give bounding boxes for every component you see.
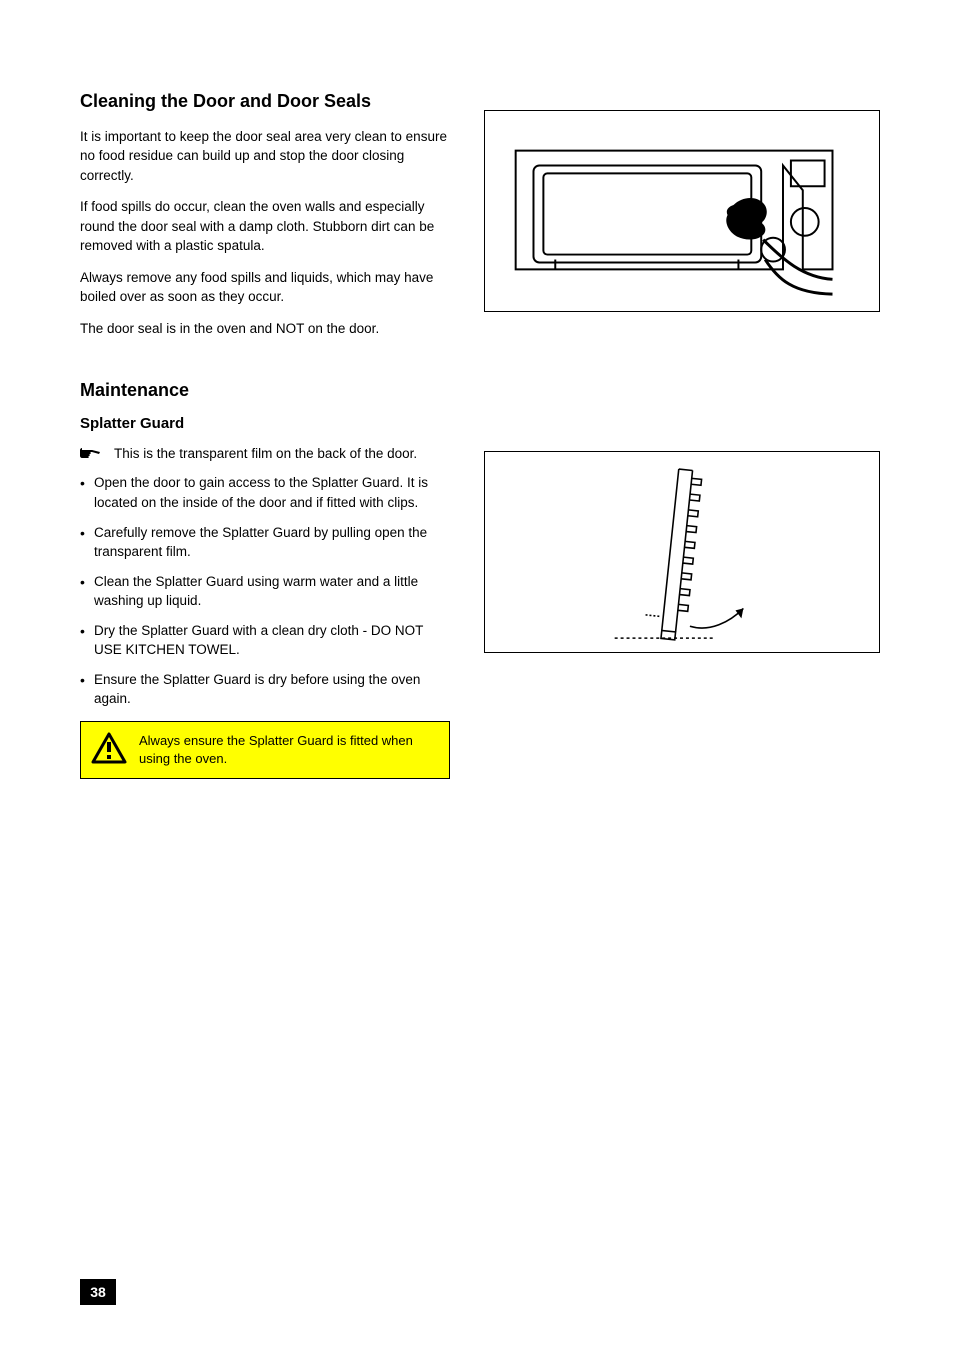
- lower-columns: Maintenance Splatter Guard This is the t…: [80, 379, 880, 780]
- page-number: 38: [80, 1279, 116, 1305]
- section2-subheading: Splatter Guard: [80, 415, 450, 434]
- upper-columns: Cleaning the Door and Door Seals It is i…: [80, 90, 880, 351]
- splatter-guard-steps: Open the door to gain access to the Spla…: [80, 473, 450, 709]
- lower-left-column: Maintenance Splatter Guard This is the t…: [80, 379, 450, 780]
- section1-p2: If food spills do occur, clean the oven …: [80, 197, 450, 256]
- warning-text: Always ensure the Splatter Guard is fitt…: [139, 732, 439, 768]
- pointing-hand-icon: [80, 444, 104, 462]
- warning-triangle-icon: [91, 732, 127, 764]
- warning-box: Always ensure the Splatter Guard is fitt…: [80, 721, 450, 779]
- section2-heading: Maintenance: [80, 379, 450, 402]
- section1-p1: It is important to keep the door seal ar…: [80, 127, 450, 186]
- list-item: Ensure the Splatter Guard is dry before …: [80, 670, 450, 709]
- figure-1-box: [484, 110, 880, 312]
- list-item: Carefully remove the Splatter Guard by p…: [80, 523, 450, 562]
- figure-2-illustration: [485, 452, 879, 652]
- lower-right-column: [484, 379, 880, 780]
- note-row: This is the transparent film on the back…: [80, 444, 450, 464]
- section1-heading: Cleaning the Door and Door Seals: [80, 90, 450, 113]
- section1-p3: Always remove any food spills and liquid…: [80, 268, 450, 307]
- list-item: Dry the Splatter Guard with a clean dry …: [80, 621, 450, 660]
- content-area: Cleaning the Door and Door Seals It is i…: [80, 90, 880, 779]
- page: Cleaning the Door and Door Seals It is i…: [0, 0, 954, 1351]
- figure-2-box: [484, 451, 880, 653]
- page-number-value: 38: [90, 1284, 106, 1300]
- list-item: Clean the Splatter Guard using warm wate…: [80, 572, 450, 611]
- list-item: Open the door to gain access to the Spla…: [80, 473, 450, 512]
- section1-p4: The door seal is in the oven and NOT on …: [80, 319, 450, 339]
- upper-left-column: Cleaning the Door and Door Seals It is i…: [80, 90, 450, 351]
- figure-1-illustration: [485, 111, 879, 311]
- upper-right-column: [484, 90, 880, 351]
- section2-note: This is the transparent film on the back…: [114, 444, 417, 464]
